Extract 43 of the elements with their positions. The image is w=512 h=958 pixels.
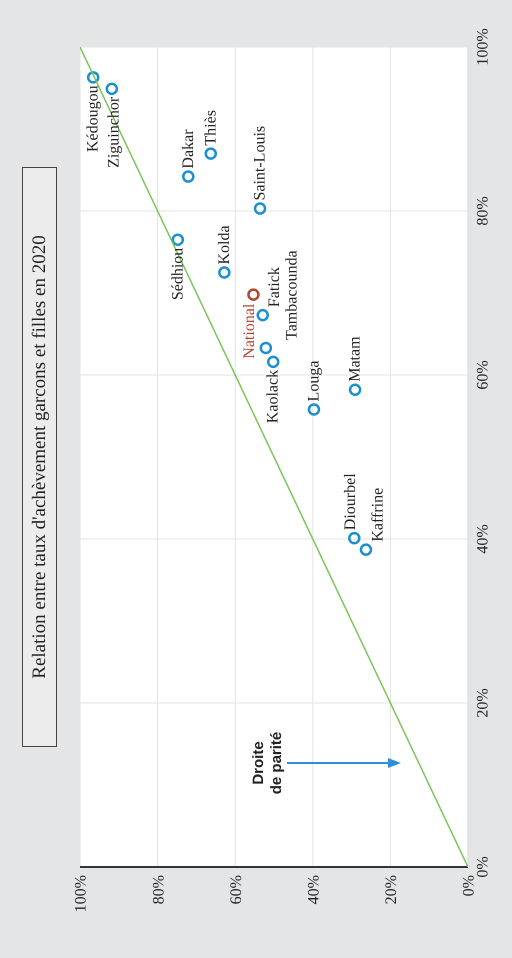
annotation: Louga bbox=[305, 360, 322, 402]
text: Relation entre taux d'achèvement garcons et filles en 2020 bbox=[22, 167, 57, 747]
y-tick-label: 100% bbox=[474, 28, 492, 66]
point bbox=[182, 170, 194, 183]
annotation: Diourbel bbox=[342, 472, 359, 530]
x-tick-label: 60% bbox=[228, 875, 245, 904]
annotation: Kolda bbox=[216, 225, 233, 264]
x-tick-label: 0% bbox=[460, 875, 478, 896]
point bbox=[348, 384, 362, 396]
point bbox=[247, 288, 260, 301]
point bbox=[348, 532, 361, 544]
text: National bbox=[240, 303, 258, 359]
annotation: Kédougou bbox=[84, 85, 102, 152]
annotation: Saint-Louis bbox=[252, 126, 269, 201]
annotation: Matam bbox=[346, 336, 364, 382]
point bbox=[256, 308, 269, 322]
annotation: Dakar bbox=[180, 128, 197, 169]
point bbox=[106, 82, 118, 96]
annotation: Thiès bbox=[202, 110, 220, 146]
annotation: Fatick bbox=[266, 267, 284, 308]
point bbox=[260, 342, 272, 354]
annotation: Ziguinchor bbox=[105, 96, 122, 168]
y-tick-label: 20% bbox=[474, 688, 492, 718]
annotation: Tambacounda bbox=[283, 250, 300, 340]
x-tick-label: 80% bbox=[150, 875, 168, 904]
point bbox=[266, 356, 280, 368]
y-tick-label: 40% bbox=[474, 524, 492, 554]
x-tick-label: 20% bbox=[383, 875, 400, 904]
x-tick-label: 40% bbox=[305, 875, 322, 904]
x-tick-label: 100% bbox=[72, 875, 90, 912]
annotation: Kaffrine bbox=[369, 488, 386, 542]
y-tick-label: 80% bbox=[474, 196, 492, 226]
annotation: Sédhiou bbox=[169, 248, 186, 300]
point bbox=[308, 403, 320, 416]
point bbox=[360, 543, 372, 556]
point bbox=[218, 266, 231, 279]
point bbox=[254, 202, 266, 215]
point bbox=[172, 233, 184, 246]
annotation: Kaolack bbox=[264, 370, 282, 424]
y-tick-label: 0% bbox=[474, 856, 492, 878]
annotation: Droite de parité bbox=[250, 732, 285, 794]
point bbox=[204, 147, 218, 160]
y-tick-label: 60% bbox=[474, 360, 492, 390]
